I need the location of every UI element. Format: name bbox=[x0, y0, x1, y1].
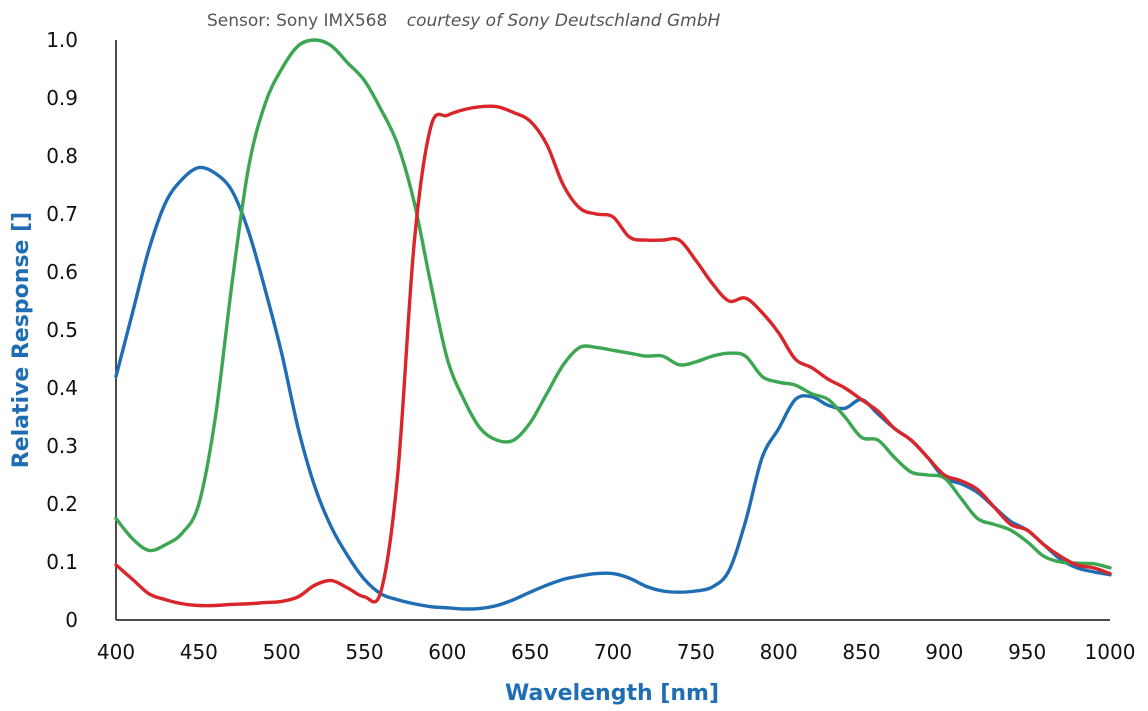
x-tick-label: 900 bbox=[925, 640, 963, 664]
x-tick-label: 800 bbox=[760, 640, 798, 664]
x-tick-label: 950 bbox=[1008, 640, 1046, 664]
series-lines bbox=[114, 38, 1112, 611]
series-line-green bbox=[114, 38, 1112, 570]
y-tick-label: 0.3 bbox=[46, 434, 78, 458]
y-tick-label: 0.8 bbox=[46, 144, 78, 168]
x-tick-label: 400 bbox=[97, 640, 135, 664]
y-tick-label: 0.7 bbox=[46, 202, 78, 226]
x-tick-label: 700 bbox=[594, 640, 632, 664]
subtitle-credit: courtesy of Sony Deutschland GmbH bbox=[407, 11, 721, 31]
chart-subtitle: Sensor: Sony IMX568 courtesy of Sony Deu… bbox=[207, 11, 720, 31]
y-tick-label: 0.6 bbox=[46, 260, 78, 284]
x-tick-labels: 400 450 500 550 600 650 700 750 800 850 900 950 1000 bbox=[97, 640, 1136, 664]
x-tick-label: 650 bbox=[511, 640, 549, 664]
x-tick-label: 600 bbox=[428, 640, 466, 664]
y-tick-label: 0.5 bbox=[46, 318, 78, 342]
x-tick-label: 500 bbox=[263, 640, 301, 664]
x-axis-title: Wavelength [nm] bbox=[505, 681, 719, 706]
y-tick-label: 0.1 bbox=[46, 550, 78, 574]
y-tick-label: 0.4 bbox=[46, 376, 78, 400]
series-line-red bbox=[114, 104, 1112, 608]
x-tick-label: 750 bbox=[677, 640, 715, 664]
x-tick-label: 1000 bbox=[1085, 640, 1136, 664]
series-line-blue bbox=[114, 165, 1112, 611]
y-tick-label: 1.0 bbox=[46, 28, 78, 52]
subtitle-sensor: Sensor: Sony IMX568 bbox=[207, 11, 387, 31]
y-tick-label: 0 bbox=[65, 608, 78, 632]
x-tick-label: 450 bbox=[180, 640, 218, 664]
y-tick-labels: 0 0.1 0.2 0.3 0.4 0.5 0.6 0.7 0.8 0.9 1.0 bbox=[46, 28, 78, 632]
y-tick-label: 0.2 bbox=[46, 492, 78, 516]
y-axis-title: Relative Response [] bbox=[9, 212, 34, 469]
y-tick-label: 0.9 bbox=[46, 86, 78, 110]
x-tick-label: 550 bbox=[345, 640, 383, 664]
x-tick-label: 850 bbox=[842, 640, 880, 664]
